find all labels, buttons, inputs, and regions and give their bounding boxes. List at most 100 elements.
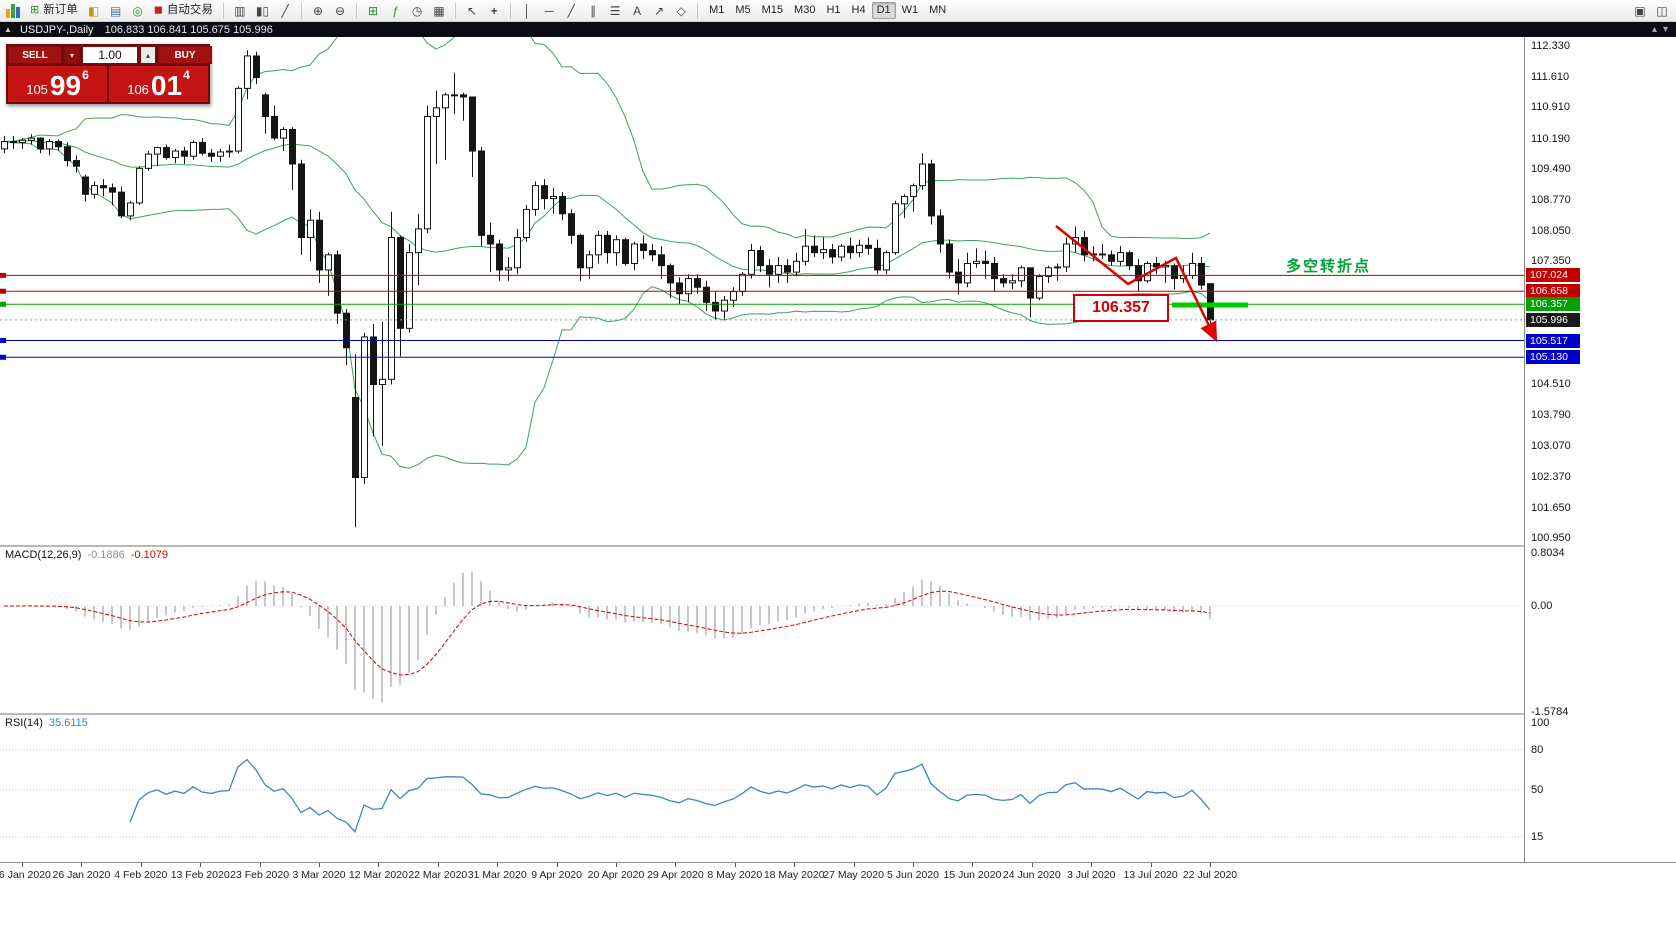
tile-windows-icon[interactable]: ⊞ [363,2,383,20]
text-icon[interactable]: A [627,2,647,20]
panel-collapse-icon[interactable]: ▲ [4,25,12,34]
candle [82,176,89,195]
sell-button[interactable]: SELL [8,46,62,64]
timeframe-H4[interactable]: H4 [847,2,871,19]
candle [1009,280,1016,284]
time-axis-label: 15 Jun 2020 [943,869,1002,881]
price-axis-label: 112.330 [1531,40,1570,52]
timeframe-D1[interactable]: D1 [871,2,896,19]
order-type-dropdown-icon[interactable]: ▾ [64,46,80,64]
panel-separator[interactable] [0,545,1676,547]
candle [757,249,764,267]
time-tick [853,863,855,867]
candle [19,139,26,143]
time-axis-label: 3 Mar 2020 [292,869,346,881]
bar-chart-icon[interactable]: ▥ [230,2,250,20]
line-chart-icon[interactable]: ╱ [275,2,295,20]
data-window-icon[interactable]: ▤ [106,2,126,20]
new-order-icon: ⊞ [30,4,40,16]
candle [289,128,296,165]
candle [766,265,773,275]
candle [424,115,431,230]
candle [208,152,215,157]
time-axis-label: 18 May 2020 [763,869,825,881]
navigator-icon[interactable]: ◎ [128,2,148,20]
market-watch-icon[interactable]: ◧ [84,2,104,20]
candle [1099,253,1106,256]
shapes-icon[interactable]: ◇ [671,2,691,20]
candle [127,202,134,217]
candle [379,378,386,386]
timeframe-W1[interactable]: W1 [897,2,924,19]
timeframe-MN[interactable]: MN [924,2,951,19]
candle [145,153,152,169]
candle [739,273,746,293]
app-logo-icon [6,3,20,18]
turning-point-note[interactable]: 多空转折点 [1286,258,1372,275]
chart-properties-icon[interactable]: ◫ [1652,2,1672,20]
time-axis-label: 26 Jan 2020 [52,869,111,881]
macd-indicator-pane[interactable] [0,547,1524,713]
candle [1000,278,1007,284]
arrows-icon[interactable]: ↗ [649,2,669,20]
timeframe-M5[interactable]: M5 [730,2,755,19]
candle [964,262,971,284]
candle [703,286,710,303]
zoom-out-icon[interactable]: ⊖ [330,2,350,20]
cursor-icon[interactable]: ↖ [462,2,482,20]
time-tick [1150,863,1152,867]
trend-arrow[interactable] [1055,225,1218,343]
vertical-line-icon[interactable]: │ [517,2,537,20]
price-axis-label: 109.490 [1531,162,1571,175]
candle [433,107,440,117]
indicators-icon[interactable]: ƒ [385,2,405,20]
autotrading-button[interactable]: ◼ 自动交易 [150,2,217,20]
volume-spinner-icon[interactable]: ▴ [140,46,156,64]
price-axis-label: 110.190 [1531,132,1570,145]
rsi-axis-label: 50 [1531,784,1544,796]
candle [991,262,998,280]
candle [1036,275,1043,299]
candle [262,94,269,117]
ask-price-button[interactable]: 106 01 4 [109,66,208,102]
candle [1171,265,1178,280]
channel-icon[interactable]: ∥ [583,2,603,20]
zoom-in-icon[interactable]: ⊕ [308,2,328,20]
crosshair-icon[interactable]: + [484,2,504,20]
price-annotation-box[interactable]: 106.357 [1073,294,1169,322]
chart-scroll-down-icon[interactable]: ▾ [1662,24,1668,35]
horizontal-line-icon[interactable]: ─ [539,2,559,20]
buy-button[interactable]: BUY [158,46,212,64]
timeframe-H1[interactable]: H1 [821,2,845,19]
candlestick-chart-icon[interactable]: ▮▯ [252,2,273,20]
new-order-button[interactable]: ⊞ 新订单 [26,2,82,20]
rsi-indicator-pane[interactable] [0,715,1524,862]
fibonacci-icon[interactable]: ☰ [605,2,625,20]
time-axis-label: 31 Mar 2020 [467,869,527,881]
templates-icon[interactable]: ▦ [429,2,449,20]
timeframe-M1[interactable]: M1 [704,2,729,19]
panel-separator[interactable] [0,713,1676,715]
periods-icon[interactable]: ◷ [407,2,427,20]
price-tag: 105.130 [1526,350,1580,365]
price-chart[interactable] [0,37,1524,545]
window-arrange-icon[interactable]: ▣ [1630,2,1650,20]
trendline-icon[interactable]: ╱ [561,2,581,20]
time-tick [913,863,914,867]
chart-scroll-up-icon[interactable]: ▴ [1651,24,1657,35]
candle [820,249,827,254]
volume-field[interactable]: 1.00 [82,46,138,64]
candle [190,141,197,157]
price-axis-label: 108.770 [1531,193,1571,206]
price-tag: 105.996 [1526,312,1580,327]
timeframe-M15[interactable]: M15 [757,2,788,19]
candle [136,167,143,204]
time-axis-label: 27 May 2020 [823,869,884,881]
price-axis[interactable]: 112.330 111.610 110.910 110.190 109.490 108.7… [1524,37,1676,862]
candle [613,239,620,254]
candle [469,96,476,152]
bid-price-button[interactable]: 105 99 6 [8,66,107,102]
candle [775,265,782,275]
timeframe-M30[interactable]: M30 [789,2,820,19]
